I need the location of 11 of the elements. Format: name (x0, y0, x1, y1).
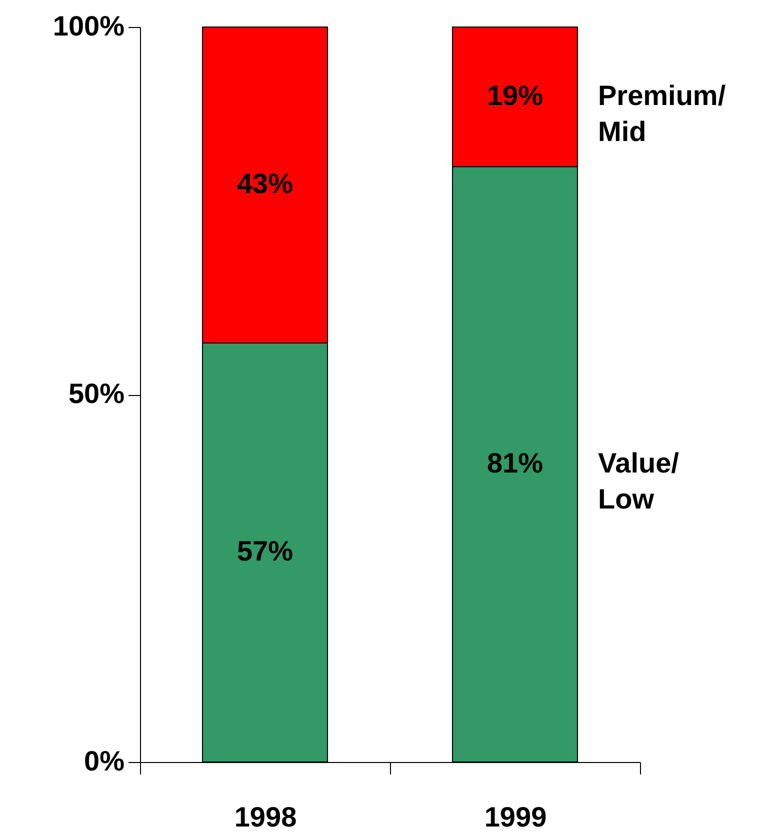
x-tick-label: 1999 (484, 802, 547, 832)
data-label: 43% (236, 168, 294, 200)
y-tick-label: 50% (68, 378, 125, 409)
data-label: 57% (236, 536, 294, 567)
y-tick-label: 0% (84, 746, 125, 776)
series-label: Value/ Low (598, 447, 680, 514)
y-tick-label: 100% (52, 10, 125, 42)
series-label: Premium/ Mid (598, 80, 726, 147)
data-label: 19% (486, 80, 544, 111)
x-tick-label: 1998 (234, 802, 297, 832)
data-label: 81% (486, 447, 544, 478)
